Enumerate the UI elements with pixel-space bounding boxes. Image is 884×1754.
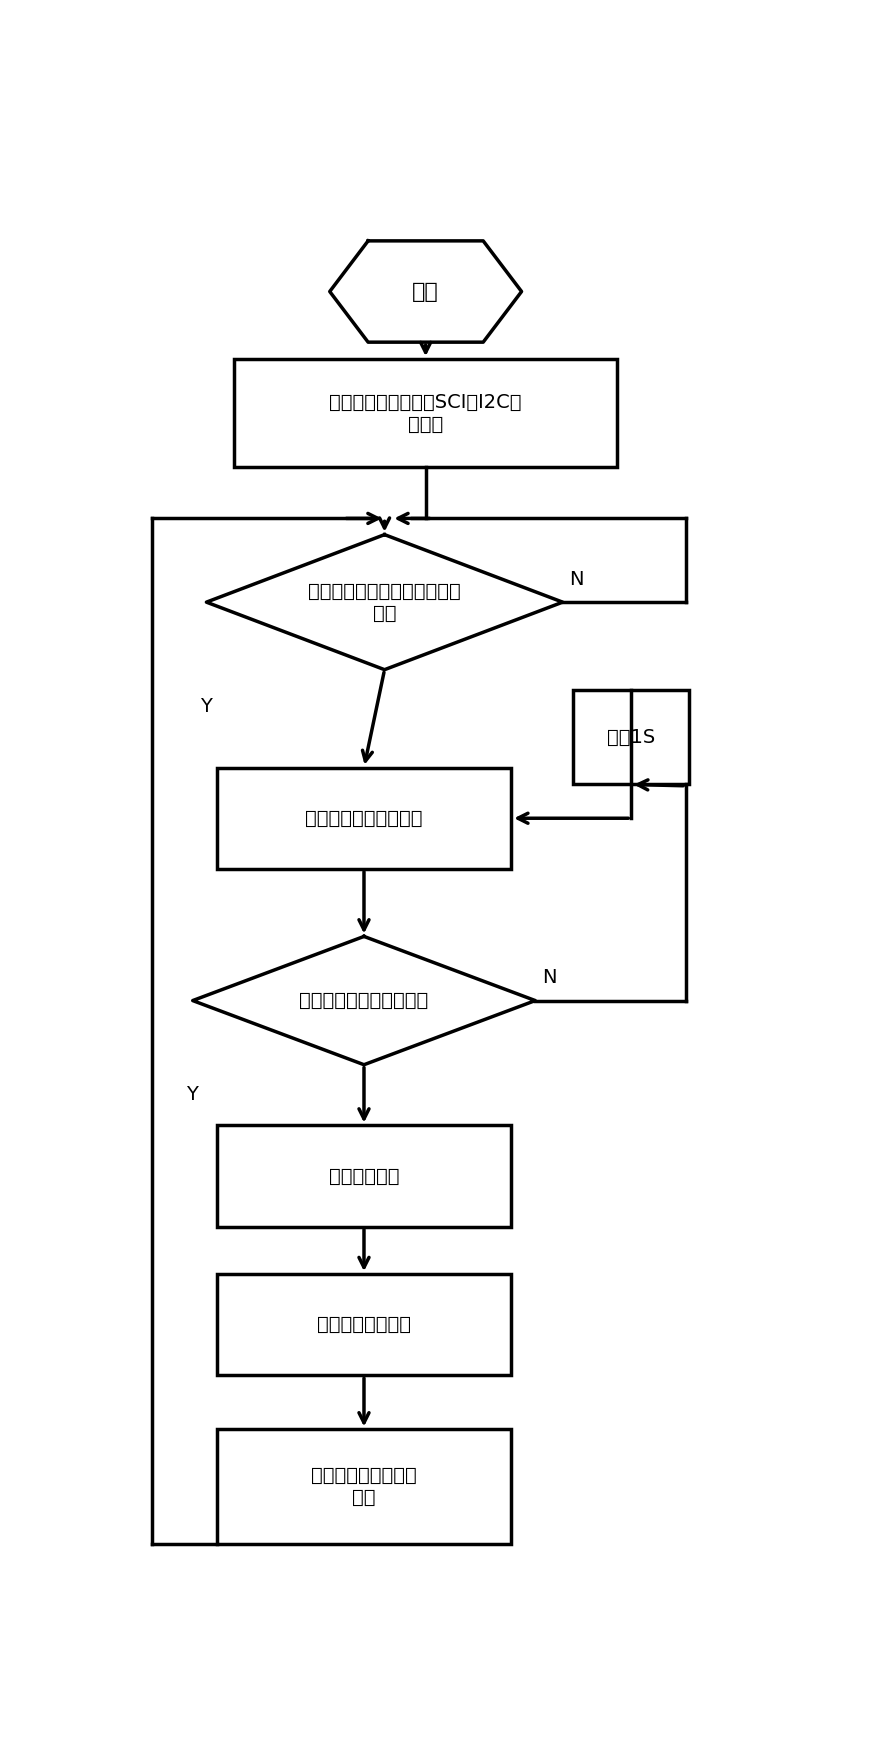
Text: 向下位机发送指令信息: 向下位机发送指令信息 <box>305 809 423 828</box>
Text: Y: Y <box>186 1086 198 1103</box>
Bar <box>217 1126 511 1226</box>
Text: 接收到下位机就绪信息？: 接收到下位机就绪信息？ <box>300 991 429 1010</box>
Polygon shape <box>193 937 536 1065</box>
Text: N: N <box>542 968 557 988</box>
Text: N: N <box>569 570 584 589</box>
Bar <box>217 1430 511 1544</box>
Bar <box>573 689 690 784</box>
Text: 极板温度输出自检: 极板温度输出自检 <box>317 1316 411 1335</box>
Bar <box>233 360 618 467</box>
Bar <box>217 768 511 868</box>
Polygon shape <box>330 240 522 342</box>
Bar <box>217 1273 511 1375</box>
Text: 自检按键按下或接收到外部命
令？: 自检按键按下或接收到外部命 令？ <box>309 582 461 623</box>
Text: 语音播报并显示自检
结果: 语音播报并显示自检 结果 <box>311 1466 417 1507</box>
Text: 开始: 开始 <box>412 281 439 302</box>
Text: 上电初始化，并开启SCI及I2C通
信端口: 上电初始化，并开启SCI及I2C通 信端口 <box>330 393 522 433</box>
Polygon shape <box>207 535 563 670</box>
Text: Y: Y <box>200 696 211 716</box>
Text: 延时1S: 延时1S <box>607 728 655 747</box>
Text: 波形输出自检: 波形输出自检 <box>329 1166 400 1186</box>
